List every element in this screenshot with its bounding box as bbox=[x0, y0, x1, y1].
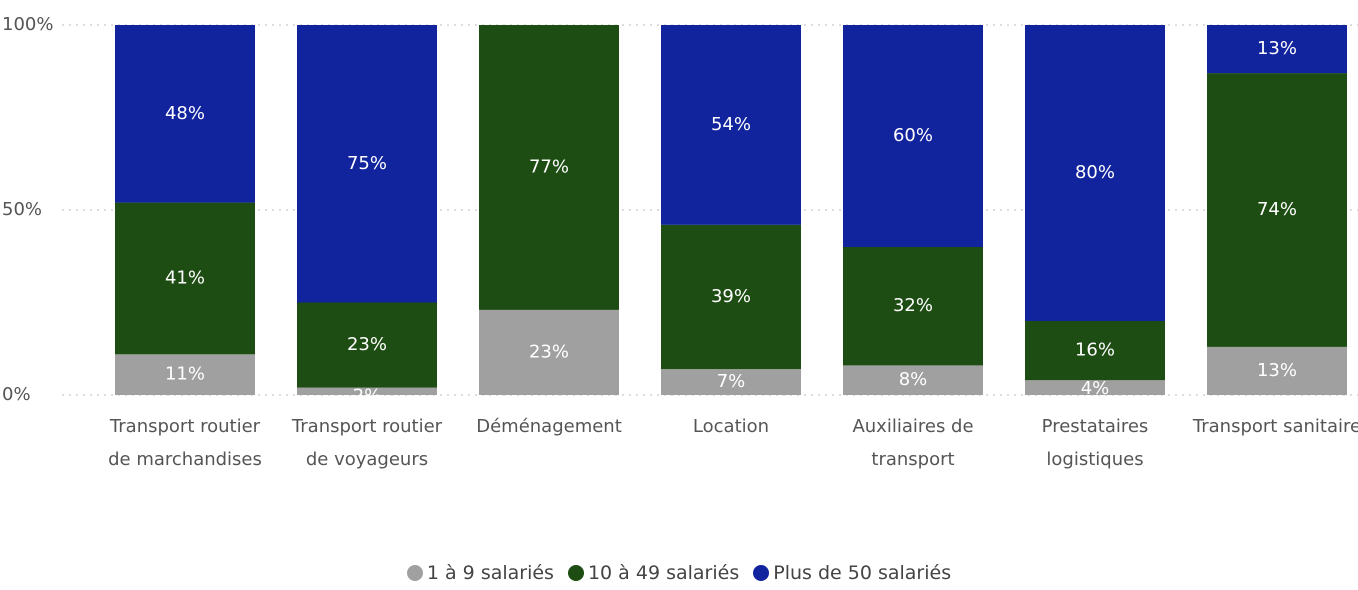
bar-segment bbox=[843, 25, 983, 247]
bar-segment bbox=[297, 387, 437, 395]
legend-marker bbox=[567, 565, 584, 581]
legend-marker bbox=[406, 565, 423, 581]
y-tick-label: 50% bbox=[2, 199, 42, 220]
data-label: 41% bbox=[165, 267, 205, 288]
bar-segment bbox=[115, 202, 255, 355]
data-label: 60% bbox=[893, 125, 933, 146]
bar-segment bbox=[115, 354, 255, 395]
data-label: 39% bbox=[711, 286, 751, 307]
data-label: 54% bbox=[711, 114, 751, 135]
bar-segment bbox=[115, 25, 255, 203]
bar-segment bbox=[297, 25, 437, 303]
data-label: 7% bbox=[717, 371, 746, 392]
data-label: 75% bbox=[347, 153, 387, 174]
legend-item: Plus de 50 salariés bbox=[753, 562, 951, 584]
data-label: 13% bbox=[1257, 360, 1297, 381]
legend-item: 1 à 9 salariés bbox=[406, 562, 554, 584]
data-label: 11% bbox=[165, 364, 205, 385]
bar-segment bbox=[1207, 73, 1347, 347]
bar-segment bbox=[843, 365, 983, 395]
data-label: 48% bbox=[165, 103, 205, 124]
data-label: 32% bbox=[893, 295, 933, 316]
bar-segment bbox=[843, 247, 983, 366]
x-tick-label: Location bbox=[692, 416, 770, 437]
x-tick-label: Déménagement bbox=[476, 416, 622, 437]
bar-segment bbox=[479, 309, 619, 395]
data-label: 4% bbox=[1081, 378, 1110, 399]
legend-item: 10 à 49 salariés bbox=[567, 562, 740, 584]
bar-segment bbox=[1025, 321, 1165, 381]
bar-segment bbox=[661, 224, 801, 370]
bar-segment bbox=[1207, 346, 1347, 395]
x-tick-label: Prestataires logistiques bbox=[1041, 416, 1149, 470]
data-label: 8% bbox=[899, 369, 928, 390]
bar-segment bbox=[1207, 25, 1347, 74]
data-label: 2% bbox=[353, 386, 382, 407]
data-label: 13% bbox=[1257, 38, 1297, 59]
x-tick-label: Transport routier de marchandises bbox=[108, 416, 262, 470]
data-label: 23% bbox=[529, 341, 569, 362]
legend-marker bbox=[753, 565, 770, 581]
legend-label: 10 à 49 salariés bbox=[587, 562, 740, 584]
data-label: 23% bbox=[347, 334, 387, 355]
bar-segment bbox=[479, 25, 619, 310]
data-label: 74% bbox=[1257, 199, 1297, 220]
y-tick-label: 100% bbox=[2, 14, 53, 35]
y-tick-label: 0% bbox=[2, 384, 31, 405]
bar-segment bbox=[1025, 25, 1165, 321]
legend: 1 à 9 salariés 10 à 49 salariés Plus de 50… bbox=[0, 562, 1358, 584]
legend-label: Plus de 50 salariés bbox=[773, 562, 952, 584]
x-tick-label: Transport routier de voyageurs bbox=[291, 416, 443, 470]
data-label: 80% bbox=[1075, 162, 1115, 183]
x-tick-label: Auxiliaires de transport bbox=[852, 416, 974, 470]
bar-segment bbox=[661, 369, 801, 395]
bar-segment bbox=[297, 302, 437, 388]
legend-label: 1 à 9 salariés bbox=[426, 562, 554, 584]
bar-segment bbox=[1025, 380, 1165, 395]
data-label: 16% bbox=[1075, 340, 1115, 361]
data-label: 77% bbox=[529, 156, 569, 177]
bar-segment bbox=[661, 25, 801, 225]
x-tick-label: Transport sanitaire bbox=[1192, 416, 1358, 437]
